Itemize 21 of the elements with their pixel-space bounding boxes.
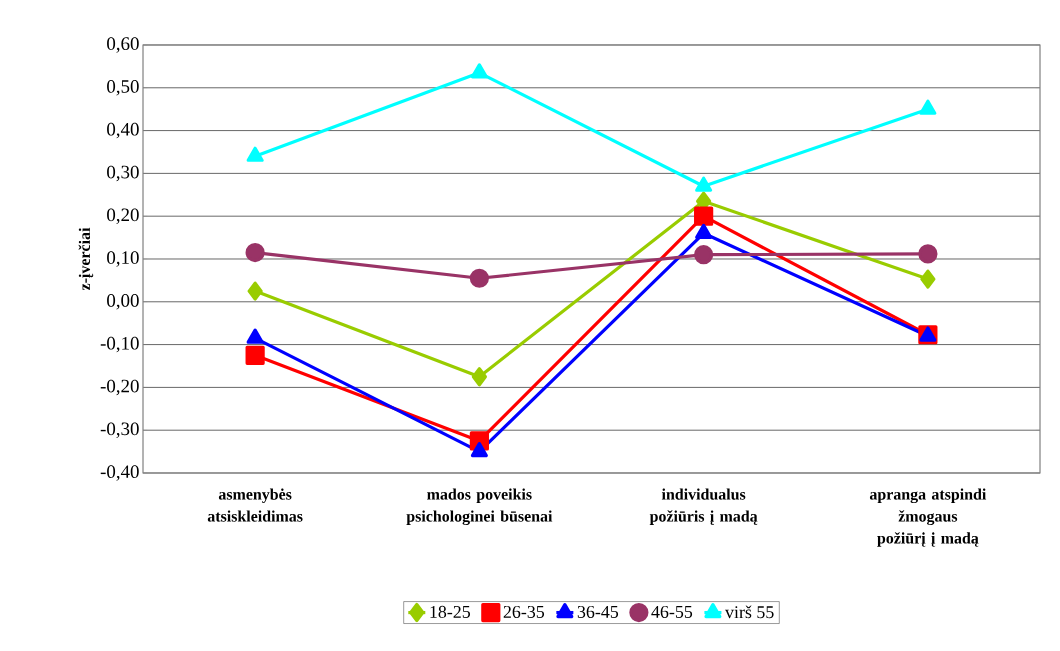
y-tick-label: 0,50 (107, 80, 139, 96)
y-tick-label: -0,20 (100, 379, 139, 396)
x-tick-label: mados poveikis psichologinei būsenai (406, 488, 553, 525)
y-tick-label: 0,30 (107, 165, 139, 182)
x-tick-label: individualus požiūris į madą (649, 488, 758, 525)
y-tick-label: 0,00 (107, 294, 139, 310)
y-tick-label: 0,60 (107, 37, 139, 53)
y-tick-label: 0,40 (107, 122, 139, 139)
legend-label: 46-55 (651, 605, 693, 618)
legend-label: virš 55 (725, 605, 774, 619)
y-tick-label: -0,10 (100, 336, 139, 353)
legend-label: 26-35 (503, 605, 545, 618)
x-tick-label: apranga atspindi žmogaus požiūrį į madą (869, 488, 987, 547)
legend-label: 36-45 (577, 605, 619, 618)
x-tick-label: asmenybės atsiskleidimas (207, 488, 303, 522)
y-tick-label: -0,40 (100, 465, 139, 481)
y-axis-title: z-įverčiai (78, 227, 94, 291)
y-tick-label: 0,20 (107, 208, 139, 224)
y-tick-label: 0,10 (107, 251, 139, 267)
legend-label: 18-25 (430, 605, 471, 618)
y-tick-label: -0,30 (100, 422, 139, 438)
